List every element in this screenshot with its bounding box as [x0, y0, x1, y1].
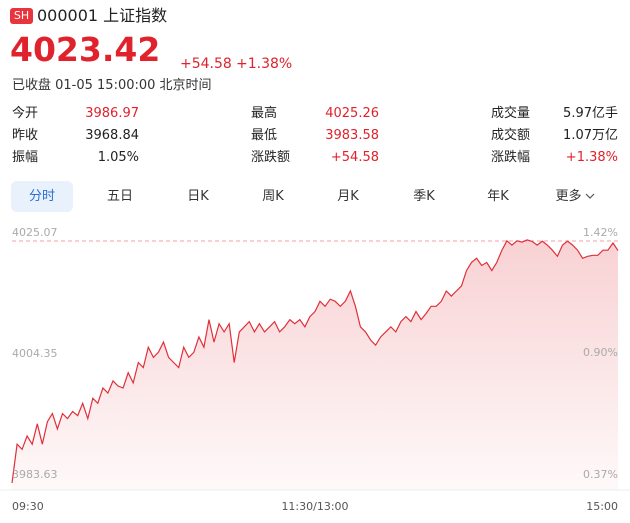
tab[interactable]: 季K [413, 189, 435, 204]
y-tick-label: 3983.63 [12, 468, 58, 481]
stat-value: +1.38% [565, 150, 618, 165]
stat-label: 成交额 [491, 128, 531, 143]
y2-tick-label: 0.37% [583, 468, 618, 481]
stat-label: 今开 [12, 106, 39, 121]
stat-value: 3968.84 [85, 128, 139, 143]
market-badge: SH [10, 8, 33, 24]
area-fill [12, 239, 618, 490]
tab[interactable]: 更多 [544, 181, 606, 212]
price-line [11, 239, 619, 484]
stat-label: 涨跌额 [251, 150, 291, 165]
stat-label: 涨跌幅 [491, 150, 531, 165]
stat-label: 最低 [251, 128, 278, 143]
stat-value: 3986.97 [85, 106, 139, 121]
stat-value: 5.97亿手 [563, 106, 618, 121]
stat-value: 1.07万亿 [563, 128, 618, 143]
stock-name: 000001 上证指数 [37, 6, 168, 25]
tab[interactable]: 周K [262, 189, 284, 204]
stat-value: 3983.58 [325, 128, 379, 143]
stat-label: 最高 [251, 106, 278, 121]
stat-label: 振幅 [12, 150, 39, 165]
x-tick-label: 09:30 [12, 500, 44, 513]
y2-tick-label: 1.42% [583, 226, 618, 239]
tab[interactable]: 分时 [11, 181, 73, 212]
tab[interactable]: 年K [487, 189, 509, 204]
tab[interactable]: 五日 [106, 189, 133, 204]
chevron [585, 193, 594, 199]
change-pct: +1.38% [236, 56, 293, 72]
tab[interactable]: 月K [337, 189, 359, 204]
x-tick-label: 15:00 [586, 500, 618, 513]
tab[interactable]: 日K [187, 189, 209, 204]
stat-value: 1.05% [97, 150, 139, 165]
x-tick-label: 11:30/13:00 [281, 500, 348, 513]
y-tick-label: 4004.35 [12, 347, 58, 360]
price: 4023.42 [10, 30, 161, 69]
stat-value: 4025.26 [325, 106, 379, 121]
change: +54.58 [180, 56, 232, 72]
stat-value: +54.58 [330, 150, 379, 165]
stat-label: 昨收 [12, 128, 39, 143]
y-tick-label: 4025.07 [12, 226, 58, 239]
y2-tick-label: 0.90% [583, 346, 618, 359]
stat-label: 成交量 [491, 106, 531, 121]
market-status: 已收盘 01-05 15:00:00 北京时间 [12, 78, 212, 93]
